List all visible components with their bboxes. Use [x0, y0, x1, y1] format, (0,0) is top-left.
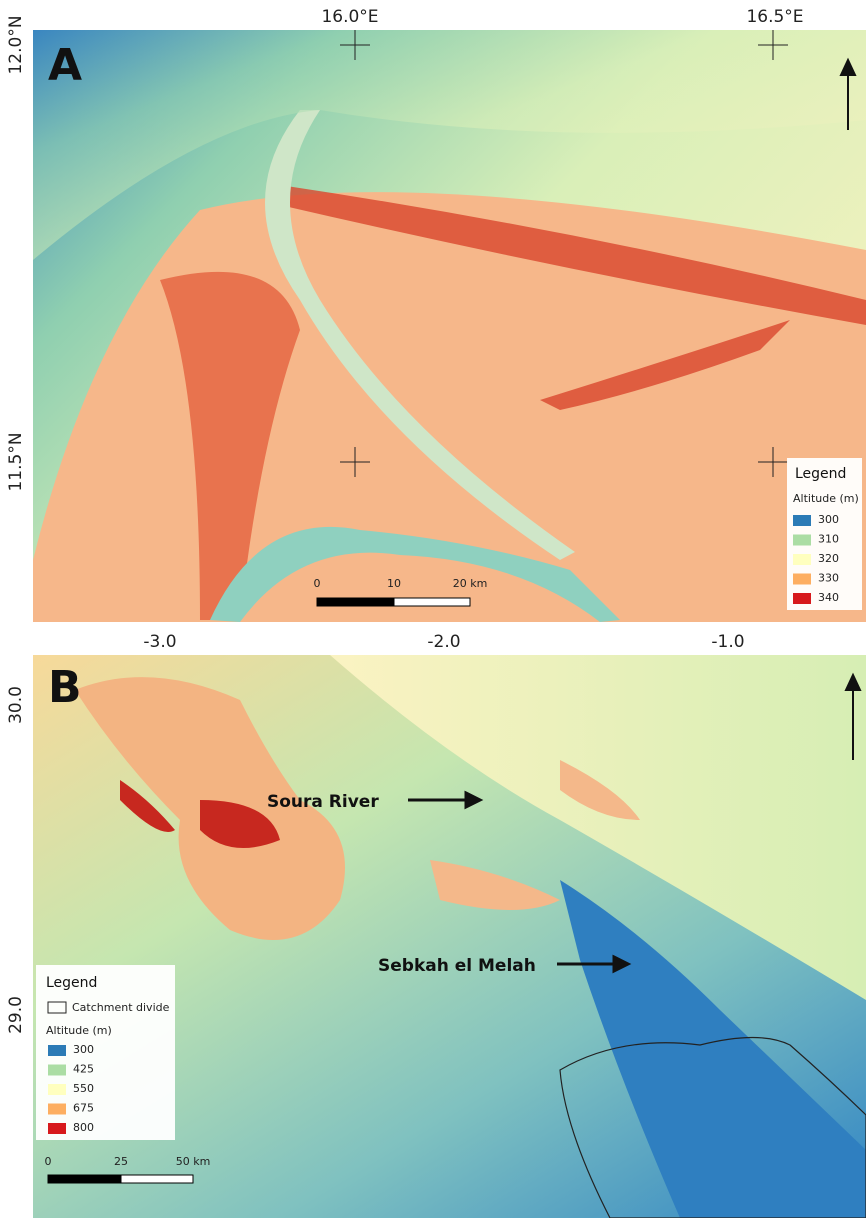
panel-a: A 16.0°E 16.5°E 12.0°N 11.5°N 0 10 20 km… [6, 7, 866, 622]
legend: Legend Altitude (m) 300 310 320 330 340 [787, 458, 862, 610]
lon-label: -2.0 [427, 632, 460, 652]
lat-label: 12.0°N [6, 15, 26, 74]
panel-label: A [48, 40, 82, 91]
annotation: Sebkah el Melah [378, 956, 536, 976]
lon-label: 16.0°E [321, 7, 378, 27]
panel-b: B -3.0 -2.0 -1.0 30.0 29.0 Soura River S… [6, 632, 866, 1218]
legend-title: Legend [795, 466, 846, 482]
legend-swatch [48, 1065, 66, 1076]
scale-label: 0 [314, 577, 321, 590]
legend-swatch [48, 1104, 66, 1115]
legend-swatch [48, 1084, 66, 1095]
legend-swatch [793, 593, 811, 604]
lon-label: 16.5°E [746, 7, 803, 27]
lat-label: 30.0 [6, 686, 26, 724]
legend-label: 300 [73, 1043, 94, 1056]
scale-label: 0 [45, 1155, 52, 1168]
legend-label: 675 [73, 1102, 94, 1115]
scale-label: 10 [387, 577, 401, 590]
legend: Legend Catchment divide Altitude (m) 300… [36, 965, 175, 1140]
lon-label: -1.0 [711, 632, 744, 652]
scale-label: 25 [114, 1155, 128, 1168]
legend-subtitle: Altitude (m) [793, 492, 859, 505]
legend-swatch [793, 574, 811, 585]
legend-swatch [793, 554, 811, 565]
legend-label: 550 [73, 1082, 94, 1095]
legend-swatch [48, 1123, 66, 1134]
legend-label: 340 [818, 591, 839, 604]
legend-label: 320 [818, 552, 839, 565]
legend-label: 330 [818, 572, 839, 585]
legend-label: 310 [818, 533, 839, 546]
lat-label: 29.0 [6, 996, 26, 1034]
panel-label: B [48, 662, 82, 713]
legend-swatch [793, 535, 811, 546]
lat-label: 11.5°N [6, 432, 26, 491]
lon-label: -3.0 [143, 632, 176, 652]
annotation: Soura River [267, 792, 379, 812]
scale-label: 50 km [176, 1155, 211, 1168]
legend-swatch [793, 515, 811, 526]
legend-swatch [48, 1045, 66, 1056]
legend-label: Catchment divide [72, 1001, 170, 1014]
legend-title: Legend [46, 975, 97, 991]
legend-label: 800 [73, 1121, 94, 1134]
legend-subtitle: Altitude (m) [46, 1024, 112, 1037]
scale-label: 20 km [453, 577, 488, 590]
legend-label: 300 [818, 513, 839, 526]
figure: A 16.0°E 16.5°E 12.0°N 11.5°N 0 10 20 km… [0, 0, 866, 1218]
legend-label: 425 [73, 1063, 94, 1076]
